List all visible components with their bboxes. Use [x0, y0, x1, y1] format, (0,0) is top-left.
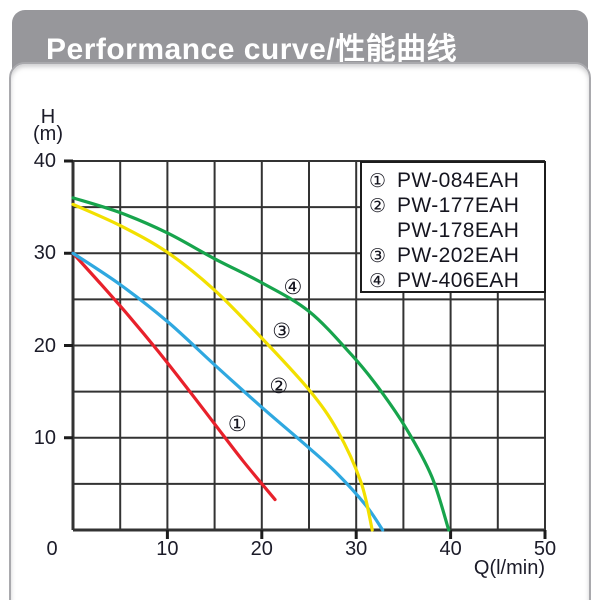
- curve-pw-202eah: [71, 202, 374, 532]
- y-axis-label: H (m): [26, 106, 70, 145]
- x-tick-label: 50: [533, 538, 557, 560]
- curve-pw-084eah: [71, 251, 277, 502]
- x-axis-label: Q(l/min): [473, 557, 545, 579]
- y-tick-label: 10: [33, 426, 56, 449]
- page-title: Performance curve/性能曲线: [46, 33, 458, 66]
- content-panel: [9, 62, 591, 600]
- y-tick-label: 20: [33, 334, 56, 357]
- x-tick-label: 10: [156, 538, 179, 560]
- x-tick-label: 40: [439, 538, 462, 560]
- legend-row: ③ PW-202EAH: [369, 243, 544, 268]
- x-tick-label: 30: [345, 538, 368, 560]
- y-tick-label: 40: [33, 150, 56, 172]
- curve-index-label: ③: [272, 318, 292, 343]
- curve-index-label: ②: [269, 374, 289, 399]
- legend-row: ① PW-084EAH: [369, 168, 544, 193]
- y-axis-label-unit: (m): [33, 123, 63, 145]
- legend-model-label: PW-084EAH: [397, 168, 520, 192]
- legend-index: ③: [369, 244, 387, 267]
- legend-index: ①: [369, 169, 387, 192]
- y-axis-label-symbol: H: [40, 106, 56, 128]
- legend-row: ② PW-177EAH: [369, 193, 544, 218]
- legend-index: ②: [369, 194, 387, 217]
- legend-model-label: PW-178EAH: [397, 218, 520, 242]
- legend-model-label: PW-177EAH: [397, 193, 520, 217]
- curve-pw-177eah-pw-178eah: [71, 251, 385, 532]
- legend-index: ④: [369, 269, 387, 292]
- curve-pw-406eah: [71, 196, 451, 532]
- legend-row: ④ PW-406EAH: [369, 268, 544, 293]
- curve-index-label: ①: [227, 411, 247, 436]
- x-tick-label: 0: [46, 538, 58, 560]
- legend-box: ① PW-084EAH ② PW-177EAH PW-178EAH ③ PW-202EAH ④…: [360, 161, 546, 293]
- curve-index-label: ④: [283, 275, 303, 300]
- legend-model-label: PW-202EAH: [397, 243, 520, 267]
- legend-model-label: PW-406EAH: [397, 268, 520, 292]
- x-tick-label: 20: [250, 538, 273, 560]
- y-tick-label: 30: [33, 242, 56, 265]
- legend-row: PW-178EAH: [369, 218, 544, 243]
